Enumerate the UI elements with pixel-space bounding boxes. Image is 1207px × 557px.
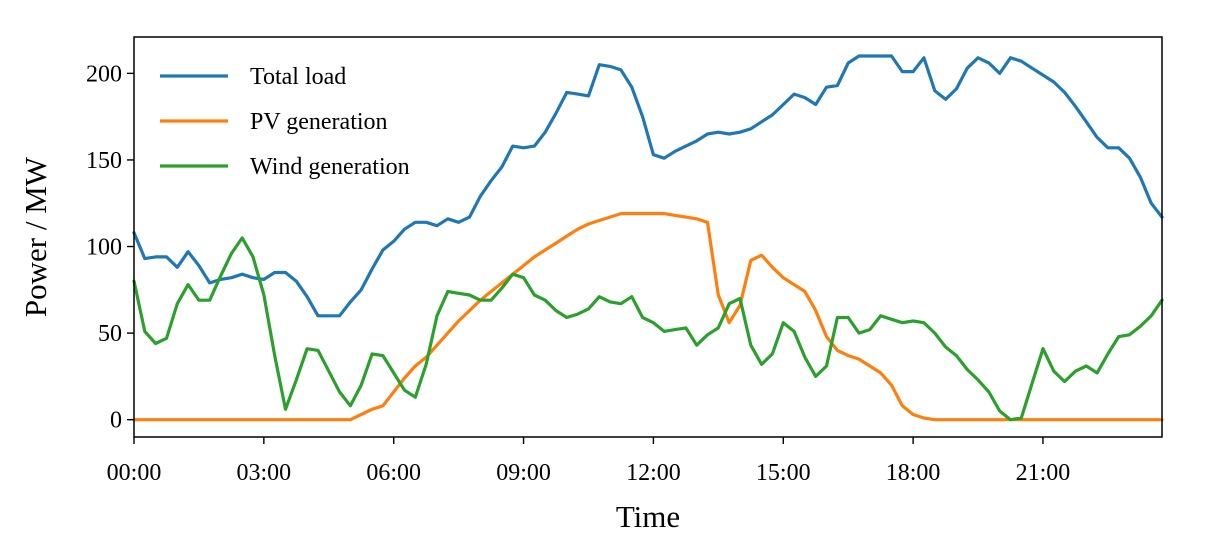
y-tick-label: 0 <box>110 408 122 434</box>
legend: Total load PV generation Wind generation <box>160 64 410 180</box>
x-axis-title: Time <box>616 499 680 534</box>
x-axis: 00:00 03:00 06:00 09:00 12:00 15:00 18:00 21:00 <box>107 437 1071 486</box>
series-line-pv-generation <box>132 212 1164 422</box>
y-tick-label: 100 <box>86 235 122 261</box>
legend-label: Total load <box>250 64 346 90</box>
y-axis-title: Power / MW <box>18 156 53 317</box>
x-tick-label: 12:00 <box>626 460 681 486</box>
x-tick-label: 03:00 <box>237 460 292 486</box>
x-tick-label: 21:00 <box>1016 460 1071 486</box>
legend-label: Wind generation <box>250 154 410 180</box>
x-tick-label: 15:00 <box>756 460 811 486</box>
y-tick-label: 50 <box>98 321 122 347</box>
x-tick-label: 09:00 <box>496 460 551 486</box>
plot-frame <box>133 36 1163 438</box>
y-tick-label: 150 <box>86 148 122 174</box>
series-line-total-load <box>132 54 1164 318</box>
x-tick-label: 06:00 <box>366 460 421 486</box>
legend-label: PV generation <box>250 109 388 135</box>
series-line-wind-generation <box>132 236 1164 422</box>
plot-area <box>132 54 1164 422</box>
x-tick-label: 00:00 <box>107 460 162 486</box>
x-tick-label: 18:00 <box>886 460 941 486</box>
y-axis: 0 50 100 150 200 <box>86 61 134 434</box>
y-tick-label: 200 <box>86 61 122 87</box>
